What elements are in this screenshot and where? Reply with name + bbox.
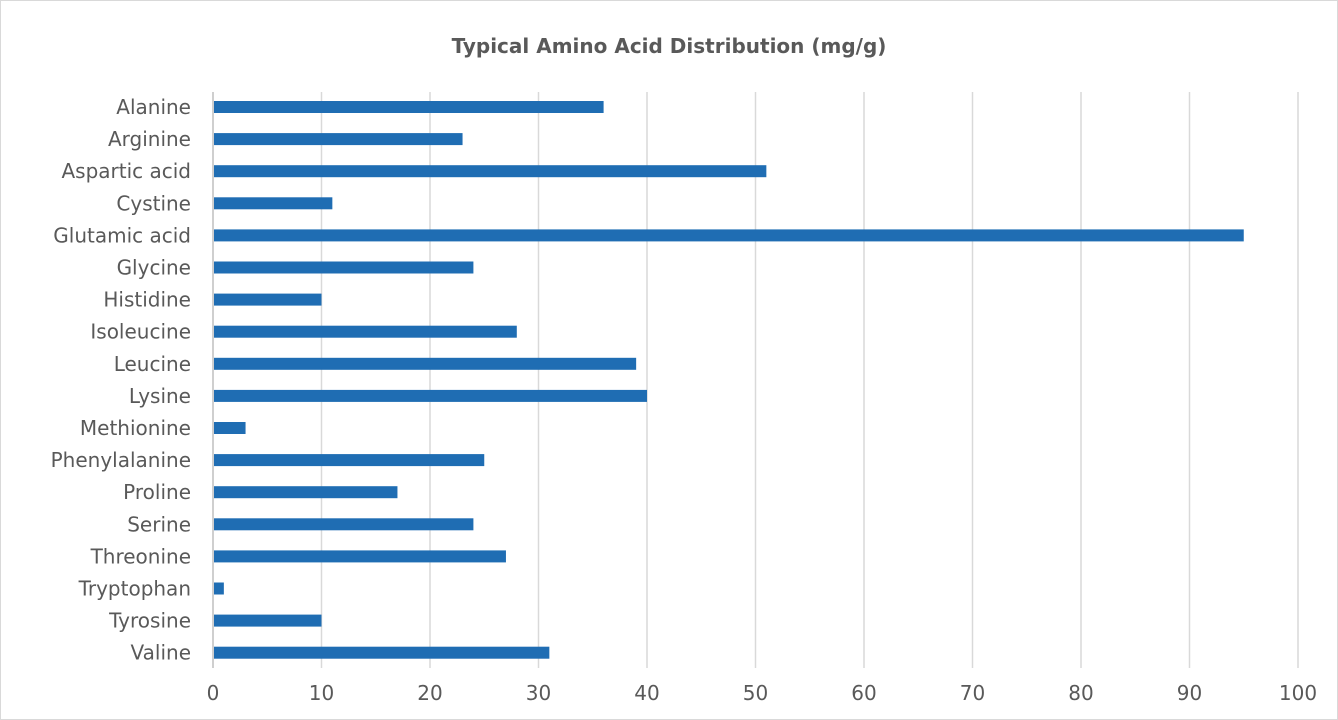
x-tick-label: 100 — [1279, 681, 1317, 705]
bar — [214, 614, 322, 627]
bar — [214, 261, 474, 274]
bar — [214, 454, 485, 467]
category-label: Glycine — [117, 256, 191, 280]
category-label: Valine — [131, 641, 191, 665]
category-label: Threonine — [90, 544, 191, 568]
x-tick-label: 40 — [634, 681, 659, 705]
category-label: Glutamic acid — [53, 223, 191, 247]
bar — [214, 357, 637, 370]
bar — [214, 550, 506, 563]
bar — [214, 101, 604, 113]
category-label: Cystine — [116, 191, 191, 215]
category-label: Leucine — [114, 352, 191, 376]
category-label: Phenylalanine — [51, 448, 191, 472]
bar — [214, 325, 517, 338]
bars — [214, 101, 1244, 659]
x-tick-label: 50 — [743, 681, 768, 705]
bar — [214, 293, 322, 306]
bar — [214, 165, 767, 178]
category-label: Arginine — [108, 127, 191, 151]
category-labels: Alanine Arginine Aspartic acid Cystine Gluta… — [51, 95, 191, 665]
category-label: Methionine — [80, 416, 191, 440]
x-tick-labels: 0 10 20 30 40 50 60 70 80 90 100 — [207, 681, 1317, 705]
category-label: Lysine — [129, 384, 191, 408]
x-tick-label: 90 — [1177, 681, 1202, 705]
x-tick-label: 20 — [417, 681, 442, 705]
x-tick-label: 80 — [1068, 681, 1093, 705]
category-label: Isoleucine — [90, 320, 191, 344]
category-label: Tryptophan — [78, 577, 191, 601]
category-label: Alanine — [116, 95, 191, 119]
category-label: Serine — [127, 512, 191, 536]
gridlines — [212, 92, 1299, 668]
bar — [214, 582, 224, 595]
bar — [214, 229, 1244, 242]
bar — [214, 486, 398, 499]
category-label: Tyrosine — [108, 609, 191, 633]
category-label: Aspartic acid — [61, 159, 191, 183]
bar — [214, 197, 333, 210]
x-tick-label: 60 — [851, 681, 876, 705]
x-tick-label: 10 — [309, 681, 334, 705]
bar — [214, 646, 550, 659]
bar — [214, 422, 246, 434]
x-tick-label: 0 — [207, 681, 220, 705]
x-tick-label: 30 — [526, 681, 551, 705]
x-tick-label: 70 — [960, 681, 985, 705]
category-label: Histidine — [103, 288, 191, 312]
category-label: Proline — [123, 480, 191, 504]
chart-title: Typical Amino Acid Distribution (mg/g) — [452, 34, 887, 58]
bar — [214, 518, 474, 531]
bar — [214, 389, 647, 402]
bar — [214, 133, 463, 146]
